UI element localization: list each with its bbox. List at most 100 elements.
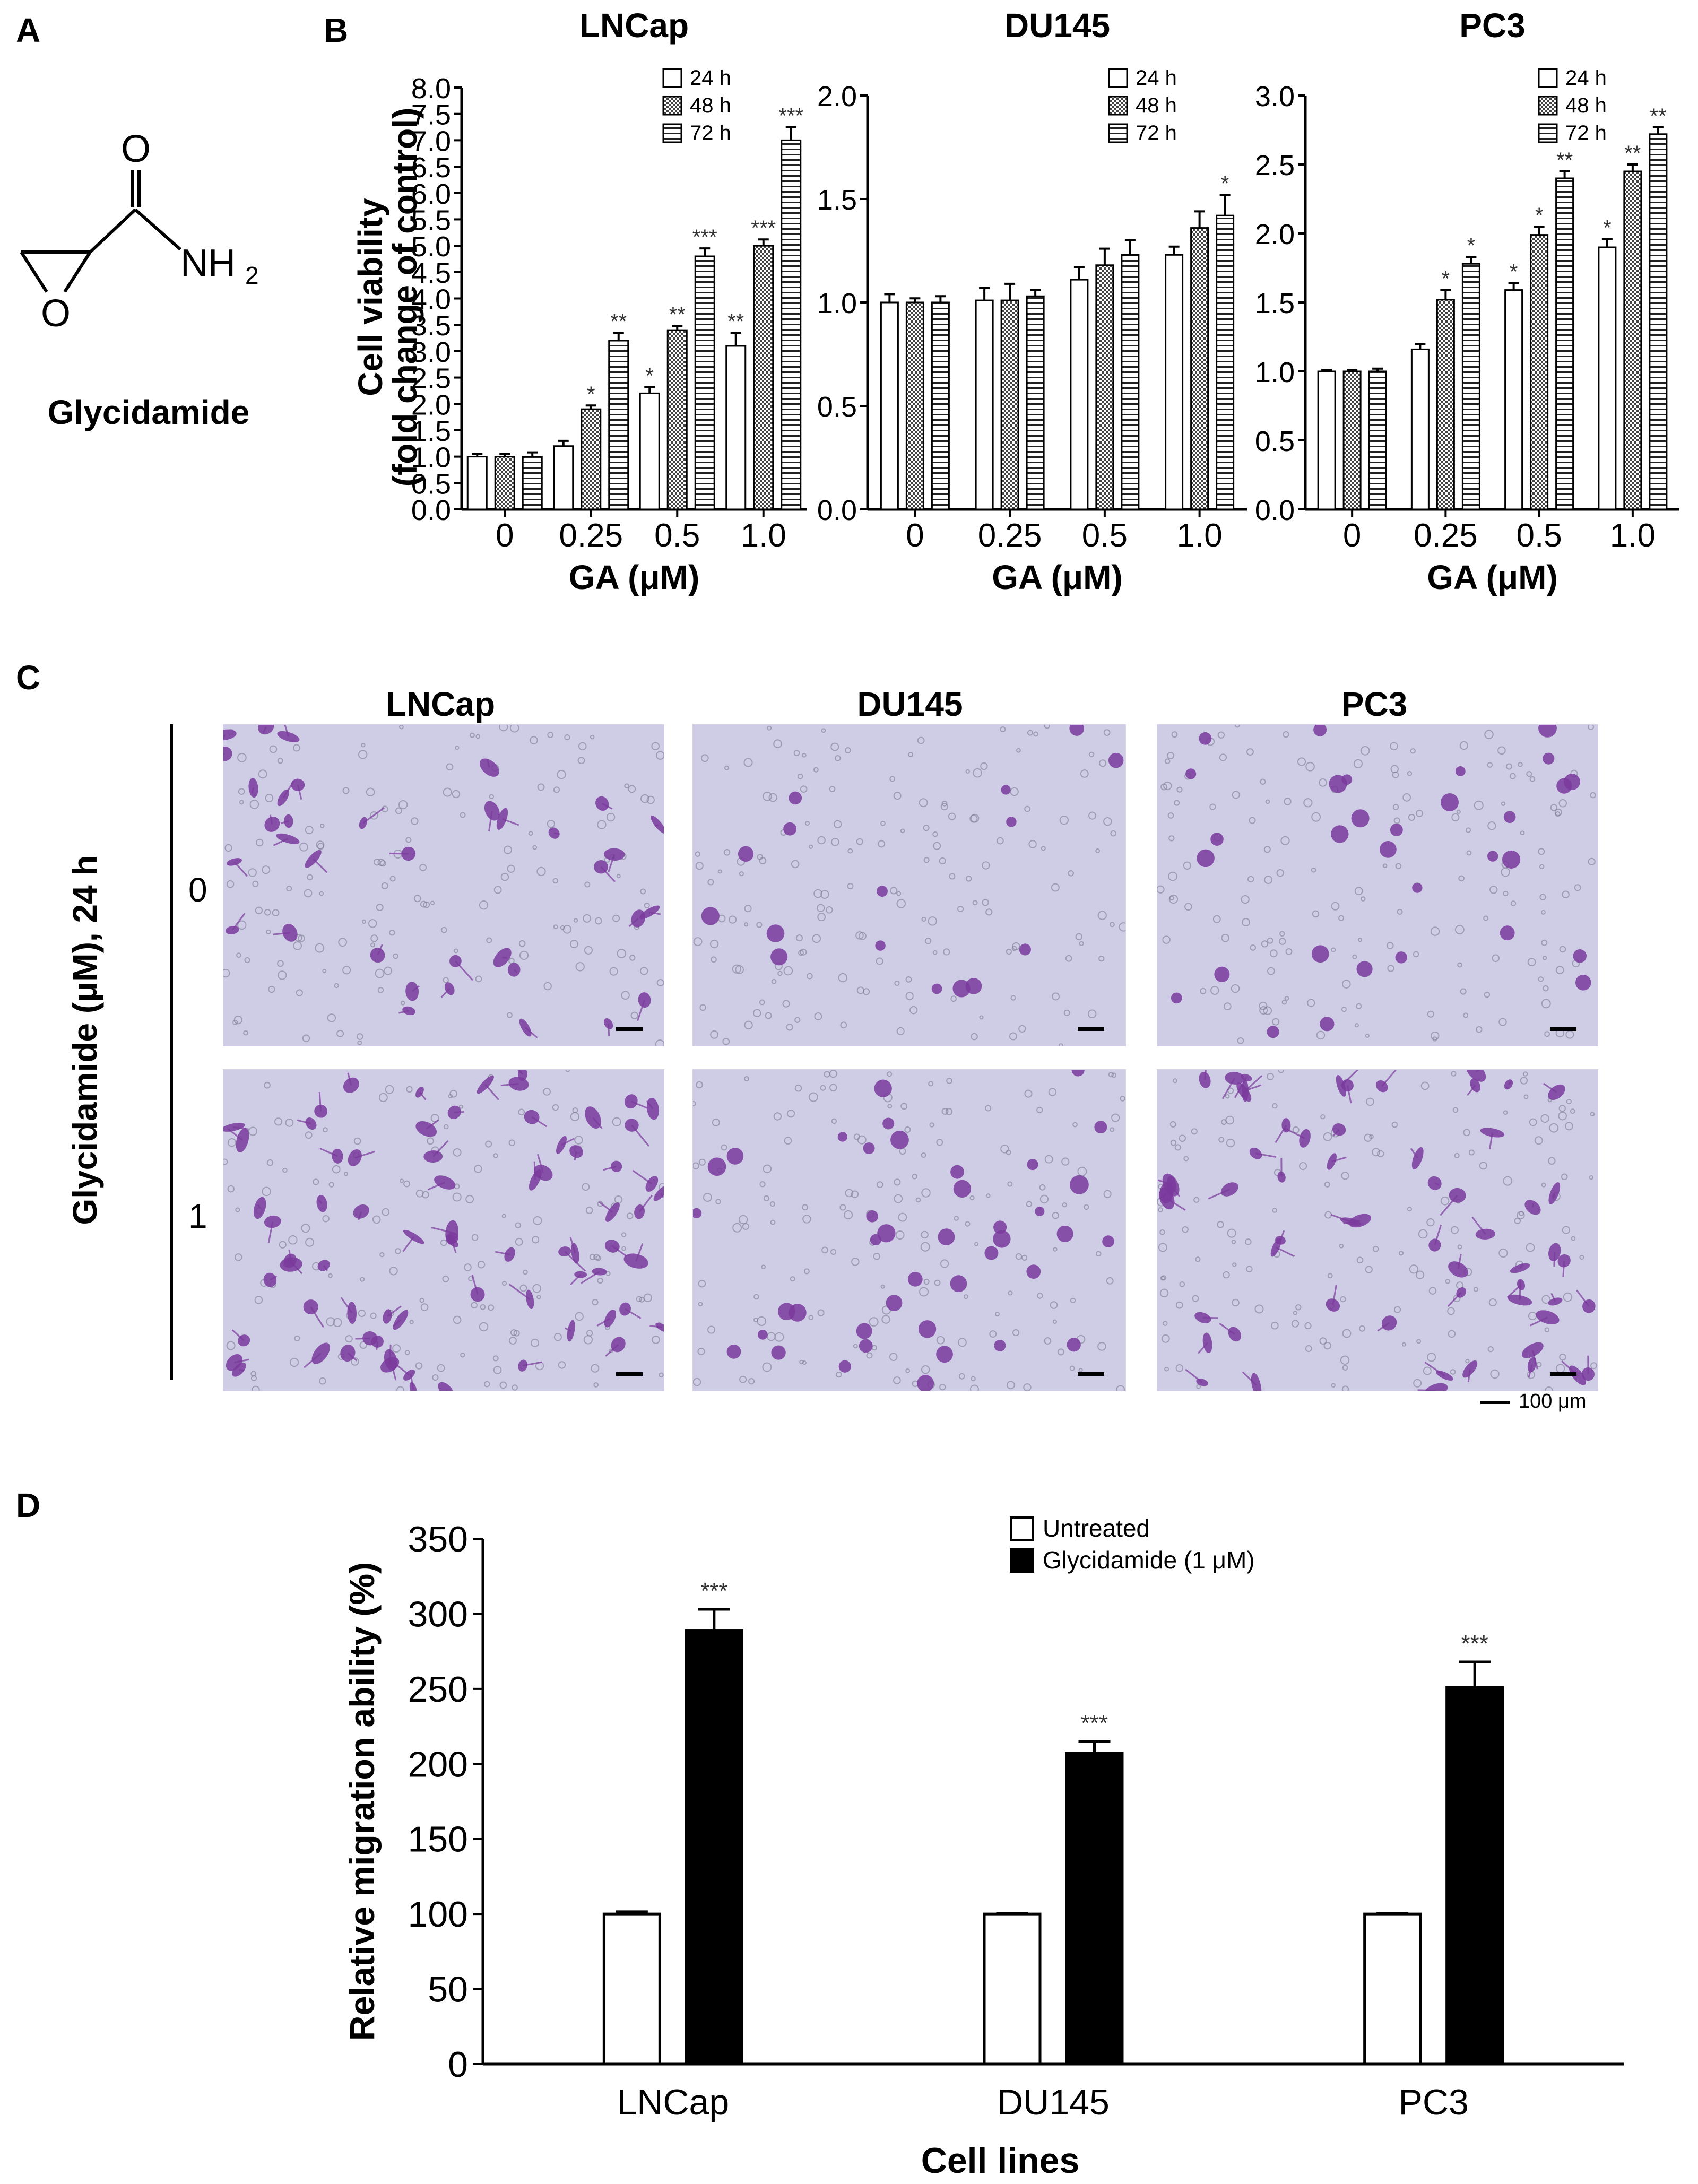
chart-b1-significance: ** xyxy=(610,310,627,333)
chart-b3-x-tick-label: 0.5 xyxy=(1517,517,1562,554)
chart-b1-y-tick-label: 1.0 xyxy=(411,442,451,474)
chart-b1-x-label: GA (μM) xyxy=(569,558,700,596)
chart-b1-significance: ** xyxy=(727,310,744,333)
chart-d-x-tick-label: LNCap xyxy=(617,2082,729,2122)
chart-d-y-tick-label: 350 xyxy=(408,1519,468,1559)
chart-b2-x-tick-label: 0.5 xyxy=(1082,517,1128,554)
chart-b2-bar xyxy=(1121,254,1140,510)
chart-b1-bar xyxy=(753,245,774,510)
chart-b3-y-tick-label: 2.0 xyxy=(1255,219,1295,250)
chart-b3-bar xyxy=(1342,370,1362,510)
chart-b1-bar xyxy=(608,340,629,510)
panel-label-c: C xyxy=(16,658,41,697)
chart-b1-legend-label: 24 h xyxy=(690,66,731,90)
chart-b1-y-tick-label: 0.0 xyxy=(411,495,451,526)
chart-b1-title: LNCap xyxy=(579,6,689,45)
chart-b2-bar xyxy=(1165,254,1184,510)
chart-d-significance: *** xyxy=(1081,1710,1108,1736)
chart-b1-bar xyxy=(725,345,747,510)
epoxide-oxygen-label: O xyxy=(41,292,71,335)
chart-b2-y-tick-label: 0.5 xyxy=(817,391,857,423)
chart-b1-y-tick-label: 7.0 xyxy=(411,125,451,157)
chart-b1-y-tick-label: 3.0 xyxy=(411,336,451,368)
chart-b3-y-tick-label: 3.0 xyxy=(1255,81,1295,112)
chart-b1-y-label: Cell viability xyxy=(351,198,389,396)
chart-b3-legend-swatch xyxy=(1538,68,1558,88)
chart-b3-legend-label: 48 h xyxy=(1565,94,1607,117)
chart-b2-x-tick-label: 0.25 xyxy=(978,517,1042,554)
chart-b3-bar xyxy=(1317,370,1336,510)
chart-b1-legend-swatch xyxy=(662,68,682,88)
chart-b2-legend-label: 48 h xyxy=(1136,94,1177,117)
chart-b1-bar xyxy=(781,139,802,510)
chart-b3-x-tick-label: 0.25 xyxy=(1414,517,1478,554)
micrograph-pc3-1 xyxy=(1157,1069,1598,1391)
chart-b1-y-tick-label: 6.5 xyxy=(411,152,451,184)
chart-b1-y-tick-label: 2.0 xyxy=(411,389,451,421)
chart-d-y-tick-label: 250 xyxy=(408,1669,468,1710)
panel-c-axis-title: Glycidamide (μM), 24 h xyxy=(66,855,104,1225)
chart-b3-significance: ** xyxy=(1556,149,1573,172)
panel-c-title-pc3: PC3 xyxy=(1341,685,1408,723)
chart-b1-bar xyxy=(639,392,660,510)
chart-b3-x-label: GA (μM) xyxy=(1427,558,1558,596)
panel-c-title-lncap: LNCap xyxy=(385,685,496,723)
chart-b1-bar xyxy=(494,456,515,510)
chart-d-bar xyxy=(1065,1752,1124,2066)
chart-b1-y-tick-label: 6.0 xyxy=(411,178,451,210)
chart-b3-bar xyxy=(1623,170,1642,510)
chart-b1-y-tick-label: 5.5 xyxy=(411,204,451,236)
chart-b2-y-tick-label: 1.5 xyxy=(817,184,857,216)
chart-b1-y-tick-label: 0.5 xyxy=(411,468,451,500)
chart-b2-bar xyxy=(1000,299,1019,510)
chart-d-y-tick-label: 50 xyxy=(428,1970,468,2010)
chart-b1-y-tick-label: 2.5 xyxy=(411,363,451,395)
chart-b2-bar xyxy=(975,299,994,510)
panel-c-title-du145: DU145 xyxy=(857,685,963,723)
chart-d-significance: *** xyxy=(700,1578,727,1604)
chart-b1-legend-label: 72 h xyxy=(690,122,731,145)
chart-b3-y-tick-label: 1.5 xyxy=(1255,288,1295,319)
chart-b1-legend-swatch xyxy=(662,96,682,116)
chart-b1-y-tick-label: 4.0 xyxy=(411,284,451,316)
chart-b1-significance: * xyxy=(645,364,654,387)
chart-b2-x-tick-label: 0 xyxy=(906,517,924,554)
chart-b1-y-tick-label: 7.5 xyxy=(411,99,451,131)
chart-d-bar xyxy=(983,1912,1042,2066)
chart-b1-y-tick-label: 3.5 xyxy=(411,310,451,342)
chart-b2-y-tick-label: 2.0 xyxy=(817,81,857,112)
chart-b1-y-tick-label: 4.5 xyxy=(411,257,451,289)
chart-b3-bar xyxy=(1530,234,1549,510)
panel-d-chart: 0 50 100 150 200 250 300 350 *** LNCap *** DU145 ***… xyxy=(342,1514,1624,2181)
chart-b1-legend-swatch xyxy=(662,123,682,143)
chart-b3-bar xyxy=(1368,370,1387,510)
chart-b3-significance: * xyxy=(1467,234,1476,257)
chart-b2-y-tick-label: 0.0 xyxy=(817,495,857,526)
chart-d-x-label: Cell lines xyxy=(921,2140,1080,2181)
chart-d-y-tick-label: 100 xyxy=(408,1894,468,1935)
carbonyl-oxygen-label: O xyxy=(121,128,151,170)
chart-d-significance: *** xyxy=(1461,1631,1488,1657)
micrograph-du145-0 xyxy=(692,724,1126,1046)
chart-b3-y-tick-label: 1.0 xyxy=(1255,357,1295,388)
amide-subscript-label: 2 xyxy=(245,262,259,289)
chart-d-y-tick-label: 0 xyxy=(448,2044,468,2085)
chart-b3-y-tick-label: 2.5 xyxy=(1255,150,1295,181)
chart-b1-x-tick-label: 0 xyxy=(496,517,514,554)
panel-c-bracket-line xyxy=(170,724,173,1380)
chart-b3-significance: * xyxy=(1442,267,1450,291)
chart-b1-y-tick-label: 5.0 xyxy=(411,231,451,263)
chart-b3-x-tick-label: 0 xyxy=(1343,517,1361,554)
chart-d-y-tick-label: 150 xyxy=(408,1819,468,1860)
chart-d-x-tick-label: DU145 xyxy=(997,2082,1110,2122)
chart-b2-legend-swatch xyxy=(1108,123,1128,143)
chart-b2-bar xyxy=(1070,279,1089,510)
chart-b1-bar xyxy=(522,456,543,510)
chart-b3-legend-label: 24 h xyxy=(1565,66,1607,90)
chart-b1-x-tick-label: 1.0 xyxy=(741,517,786,554)
chart-b3-y-tick-label: 0.0 xyxy=(1255,495,1295,526)
chart-d-legend-label: Untreated xyxy=(1043,1514,1150,1542)
chart-d-x-tick-label: PC3 xyxy=(1399,2082,1469,2122)
panel-c-row-label-1: 1 xyxy=(188,1197,207,1235)
chart-b3-significance: ** xyxy=(1624,142,1641,165)
